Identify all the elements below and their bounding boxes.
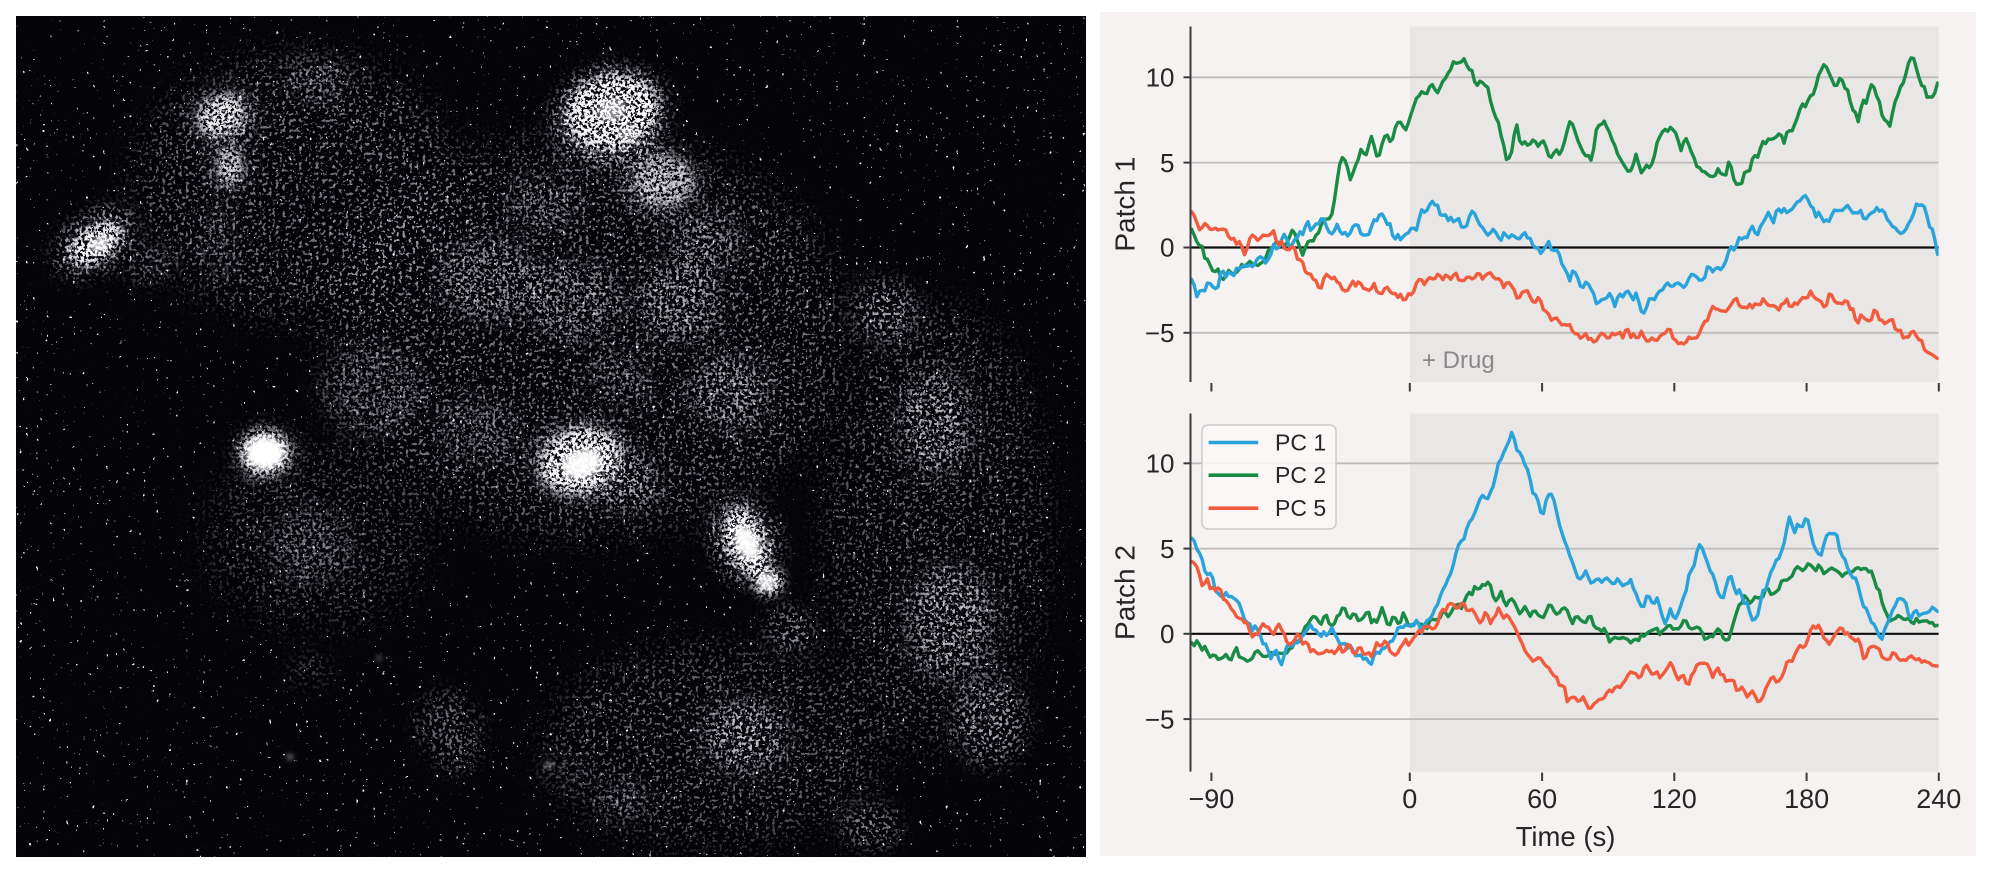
- svg-text:PC 2: PC 2: [1275, 462, 1326, 488]
- svg-text:PC 1: PC 1: [1275, 430, 1326, 456]
- svg-text:5: 5: [1160, 148, 1174, 178]
- svg-text:−5: −5: [1145, 704, 1175, 734]
- svg-text:Patch 1: Patch 1: [1110, 157, 1141, 252]
- svg-text:60: 60: [1527, 784, 1557, 814]
- svg-text:0: 0: [1160, 233, 1174, 263]
- svg-text:10: 10: [1146, 449, 1175, 479]
- svg-text:120: 120: [1652, 784, 1697, 814]
- svg-text:240: 240: [1916, 784, 1961, 814]
- svg-text:PC 5: PC 5: [1275, 495, 1326, 521]
- svg-text:Patch 2: Patch 2: [1110, 545, 1141, 640]
- svg-text:0: 0: [1402, 784, 1417, 814]
- svg-text:180: 180: [1784, 784, 1829, 814]
- svg-text:Time (s): Time (s): [1516, 821, 1616, 852]
- svg-text:0: 0: [1160, 619, 1174, 649]
- svg-text:10: 10: [1146, 63, 1175, 93]
- svg-text:+ Drug: + Drug: [1422, 347, 1495, 374]
- svg-text:5: 5: [1160, 534, 1174, 564]
- svg-text:−90: −90: [1188, 784, 1234, 814]
- svg-text:−5: −5: [1145, 318, 1175, 348]
